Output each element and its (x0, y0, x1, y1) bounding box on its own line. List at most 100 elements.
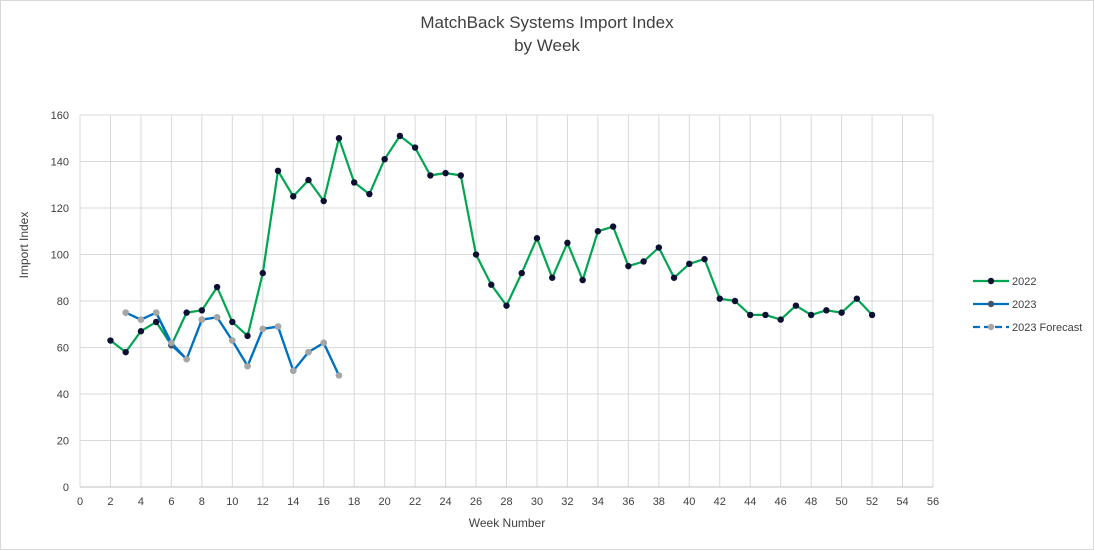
legend-marker-2022 (987, 277, 995, 285)
tick-labels: 0 2 4 6 8 10 12 14 16 18 20 22 24 26 28 30 32 34 36 38 40 42 4… (51, 110, 939, 508)
data-point-2022 (457, 172, 465, 179)
series-line-2022 (109, 134, 873, 354)
data-point-2022 (305, 176, 312, 184)
data-point-2022 (762, 311, 769, 319)
x-tick-label: 20 (379, 496, 391, 508)
data-point-2022 (533, 235, 541, 242)
x-tick-label: 0 (77, 496, 83, 508)
data-point-2023-forecast (137, 316, 145, 323)
legend-label-2023: 2023 (1012, 299, 1036, 311)
data-point-2022 (838, 309, 845, 316)
data-point-2022 (320, 197, 327, 205)
x-tick-label: 48 (805, 496, 817, 508)
x-tick-label: 24 (439, 496, 451, 508)
x-tick-label: 50 (835, 496, 847, 508)
data-point-2022 (777, 316, 784, 323)
data-point-2022 (853, 295, 861, 302)
x-tick-label: 56 (927, 496, 939, 508)
x-tick-label: 34 (592, 496, 604, 508)
data-point-2022 (472, 251, 480, 258)
x-tick-label: 44 (744, 496, 756, 508)
x-tick-label: 52 (866, 496, 878, 508)
x-tick-label: 46 (775, 496, 787, 508)
data-point-2023-forecast (122, 309, 129, 316)
data-point-2022 (411, 144, 419, 151)
y-axis-title: Import Index (17, 212, 31, 279)
data-point-2022 (381, 155, 388, 163)
x-axis-title: Week Number (469, 516, 545, 530)
x-tick-label: 16 (318, 496, 330, 508)
data-point-2022 (807, 311, 815, 319)
x-tick-label: 18 (348, 496, 360, 508)
legend-marker-2023-forecast (987, 323, 995, 331)
data-point-2022 (792, 302, 800, 309)
data-point-2022 (198, 307, 206, 314)
data-point-2022 (488, 281, 495, 288)
data-point-2022 (229, 318, 236, 326)
x-tick-label: 4 (138, 496, 144, 508)
chart-subtitle: by Week (514, 36, 580, 55)
data-point-2022 (823, 307, 830, 314)
x-tick-label: 36 (622, 496, 634, 508)
data-point-2022 (122, 348, 129, 356)
x-tick-label: 6 (168, 496, 174, 508)
x-tick-label: 14 (287, 496, 299, 508)
data-point-2022 (335, 135, 343, 142)
x-tick-label: 30 (531, 496, 543, 508)
data-point-2022 (686, 260, 693, 267)
y-tick-label: 20 (57, 436, 69, 448)
data-point-2022 (107, 337, 114, 344)
y-tick-label: 40 (57, 389, 69, 401)
data-point-2022 (868, 311, 876, 319)
y-tick-label: 60 (57, 343, 69, 355)
data-point-2022 (366, 190, 373, 198)
data-point-2023-forecast (183, 355, 190, 363)
data-point-2022 (350, 179, 358, 186)
x-tick-label: 38 (653, 496, 665, 508)
data-point-2023-forecast (274, 323, 282, 330)
data-point-2022 (564, 239, 571, 247)
legend-label-2022: 2022 (1012, 276, 1036, 288)
data-point-2023-forecast (335, 372, 343, 379)
data-point-2022 (518, 269, 525, 277)
data-point-2022 (427, 172, 434, 179)
data-point-2022 (213, 283, 221, 291)
y-tick-label: 140 (51, 157, 69, 169)
x-tick-label: 40 (683, 496, 695, 508)
x-tick-label: 8 (199, 496, 205, 508)
data-point-2022 (274, 167, 282, 174)
y-tick-label: 100 (51, 250, 69, 262)
y-tick-label: 0 (63, 482, 69, 494)
data-point-2023-forecast (244, 362, 251, 370)
data-point-2022 (137, 328, 145, 335)
data-point-2022 (152, 318, 160, 326)
x-tick-label: 54 (896, 496, 908, 508)
x-tick-label: 2 (107, 496, 113, 508)
legend-label-2023-forecast: 2023 Forecast (1012, 322, 1082, 334)
x-tick-label: 28 (500, 496, 512, 508)
data-point-2023-forecast (320, 339, 327, 347)
data-point-2022 (503, 302, 510, 309)
data-point-2022 (290, 193, 297, 200)
data-point-2023-forecast (152, 309, 160, 316)
x-tick-label: 32 (561, 496, 573, 508)
data-point-2022 (670, 274, 678, 281)
data-point-2022 (442, 169, 449, 177)
data-point-2023-forecast (168, 339, 175, 347)
data-point-2023-forecast (305, 348, 312, 356)
data-point-2022 (731, 297, 739, 305)
x-tick-label: 10 (226, 496, 238, 508)
data-point-2023-forecast (229, 337, 236, 344)
data-point-2022 (609, 223, 617, 230)
data-point-2023-forecast (213, 314, 221, 321)
data-point-2022 (183, 309, 190, 316)
data-point-2022 (655, 244, 663, 251)
series-group (107, 132, 876, 379)
data-point-2022 (594, 228, 602, 235)
data-point-2022 (747, 311, 754, 319)
data-point-2022 (625, 262, 632, 270)
data-point-2022 (701, 255, 708, 263)
gridlines (79, 114, 934, 488)
